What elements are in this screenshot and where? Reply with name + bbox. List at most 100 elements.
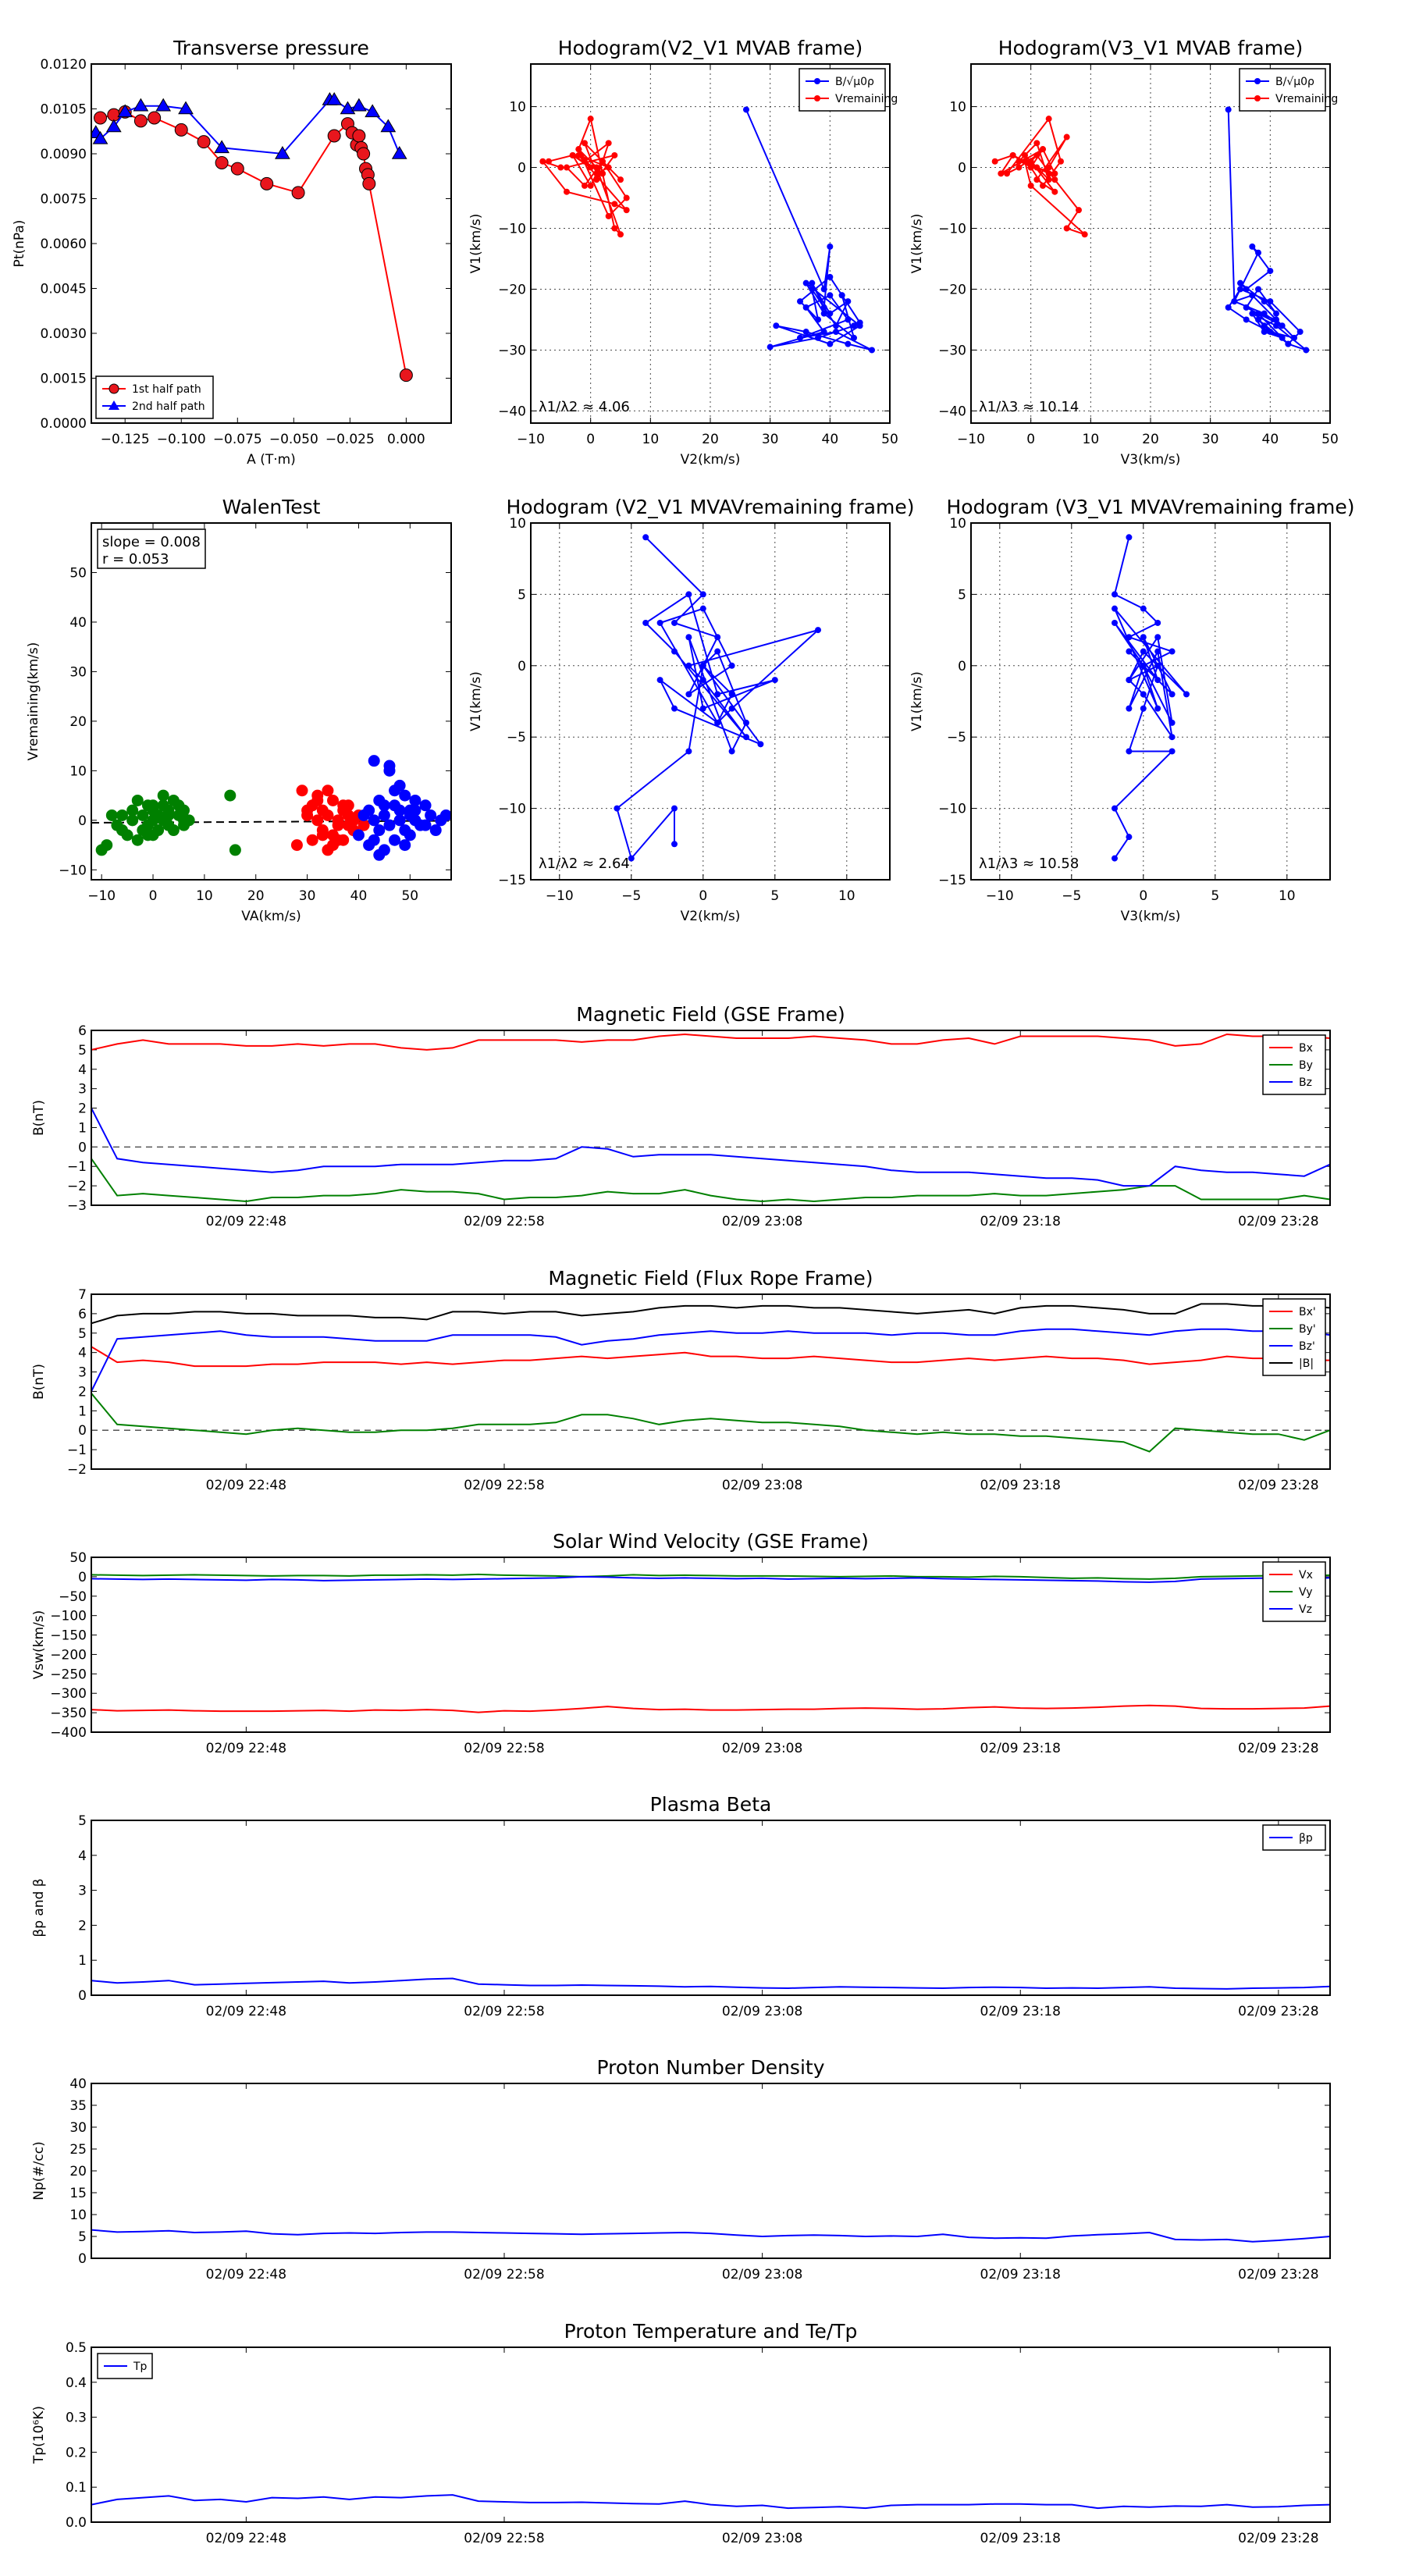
data-point xyxy=(1261,310,1268,317)
data-point xyxy=(599,170,606,177)
y-tick-label: 40 xyxy=(69,2076,87,2092)
data-point xyxy=(773,322,780,329)
y-tick-label: 5 xyxy=(78,1813,87,1829)
data-point xyxy=(404,804,416,817)
x-tick-label: −0.050 xyxy=(269,432,318,447)
x-tick-label: 5 xyxy=(1211,888,1219,904)
x-tick-label: 40 xyxy=(822,432,839,447)
data-point xyxy=(685,748,692,755)
plot-area xyxy=(91,2494,1330,2510)
chart-title: Hodogram(V2_V1 MVAB frame) xyxy=(558,37,863,59)
y-tick-label: 1 xyxy=(78,1404,87,1419)
data-point xyxy=(605,212,612,219)
data-point xyxy=(399,839,411,852)
data-point xyxy=(1045,170,1052,177)
y-tick-label: −40 xyxy=(498,404,526,419)
x-tick-label: 02/09 22:48 xyxy=(206,2267,286,2282)
y-tick-label: 30 xyxy=(69,2120,87,2136)
data-point xyxy=(617,231,624,238)
data-point xyxy=(1033,151,1040,158)
data-point xyxy=(809,279,816,286)
y-tick-label: 50 xyxy=(69,565,87,581)
data-point xyxy=(1016,158,1023,165)
data-point xyxy=(656,619,663,626)
legend-marker xyxy=(814,95,820,101)
legend-marker xyxy=(108,400,119,410)
data-point xyxy=(685,662,692,669)
data-point xyxy=(383,819,396,831)
x-tick-label: 10 xyxy=(838,888,855,904)
x-tick-label: 02/09 23:28 xyxy=(1238,2531,1318,2546)
data-point xyxy=(1126,648,1133,655)
y-tick-label: 0 xyxy=(78,1423,87,1439)
plot-area xyxy=(539,106,875,354)
data-point xyxy=(373,824,386,837)
x-tick-label: −0.125 xyxy=(101,432,150,447)
y-tick-label: 35 xyxy=(69,2098,87,2114)
data-point xyxy=(1081,231,1088,238)
chart-title: Solar Wind Velocity (GSE Frame) xyxy=(553,1530,869,1553)
legend: B/√μ0ρ Vremaining xyxy=(799,68,898,112)
data-point xyxy=(671,841,678,848)
x-tick-label: 10 xyxy=(1083,432,1100,447)
legend-label: |B| xyxy=(1299,1357,1314,1370)
data-point xyxy=(365,104,381,118)
y-tick-label: 20 xyxy=(69,714,87,730)
y-tick-label: 1 xyxy=(78,1953,87,1969)
y-tick-label: 3 xyxy=(78,1365,87,1381)
data-point xyxy=(155,98,172,112)
y-tick-label: 25 xyxy=(69,2142,87,2158)
data-point xyxy=(1183,691,1190,698)
x-tick-label: 02/09 23:18 xyxy=(980,2267,1061,2282)
series-bx-line xyxy=(91,1033,1330,1051)
data-point xyxy=(820,310,827,317)
data-point xyxy=(815,316,821,323)
data-point xyxy=(215,156,229,169)
data-point xyxy=(425,809,437,821)
data-point xyxy=(404,829,416,841)
data-point xyxy=(137,809,149,821)
y-tick-label: −40 xyxy=(938,404,966,419)
chart-bgse: Magnetic Field (GSE Frame) 02/09 22:48 02/… xyxy=(31,1003,1331,1229)
legend-box xyxy=(1262,1298,1326,1376)
data-point xyxy=(1126,677,1133,684)
data-point xyxy=(1168,719,1176,726)
data-point xyxy=(614,805,621,812)
legend-label: Vremaining xyxy=(835,93,898,105)
y-tick-label: −10 xyxy=(938,222,966,237)
data-point xyxy=(174,123,188,137)
legend-label: B/√μ0ρ xyxy=(1275,76,1314,88)
series-bz-line xyxy=(91,1328,1330,1392)
y-axis-label: V1(km/s) xyxy=(468,671,484,731)
data-point xyxy=(105,119,122,133)
data-point xyxy=(260,176,274,190)
y-tick-label: 10 xyxy=(509,516,526,532)
data-point xyxy=(1045,176,1052,183)
y-axis-label: Vremaining(km/s) xyxy=(26,642,41,761)
data-point xyxy=(827,292,834,299)
data-point xyxy=(1261,298,1268,305)
legend: 1st half path 2nd half path xyxy=(95,375,214,419)
data-point xyxy=(368,814,380,827)
x-tick-label: 02/09 23:08 xyxy=(722,2267,802,2282)
data-point xyxy=(1255,310,1261,317)
y-tick-label: 0 xyxy=(518,659,526,674)
x-tick-label: 02/09 23:08 xyxy=(722,1214,802,1229)
y-tick-label: 3 xyxy=(78,1884,87,1899)
series-vz-line xyxy=(91,1575,1330,1583)
x-tick-label: 50 xyxy=(881,432,898,447)
y-tick-label: 0 xyxy=(958,161,966,176)
data-point xyxy=(380,119,397,133)
plot-area xyxy=(91,92,413,382)
data-point xyxy=(845,340,852,347)
y-axis-label: Np(#/cc) xyxy=(31,2141,47,2200)
y-tick-label: −10 xyxy=(938,802,966,817)
chart-title: Hodogram (V3_V1 MVAVremaining frame) xyxy=(947,496,1355,518)
data-point xyxy=(827,273,834,280)
y-tick-label: 5 xyxy=(78,1043,87,1059)
y-tick-label: 50 xyxy=(69,1550,87,1566)
data-point xyxy=(116,824,129,837)
data-point xyxy=(1249,243,1256,250)
y-tick-label: −1 xyxy=(67,1159,87,1175)
